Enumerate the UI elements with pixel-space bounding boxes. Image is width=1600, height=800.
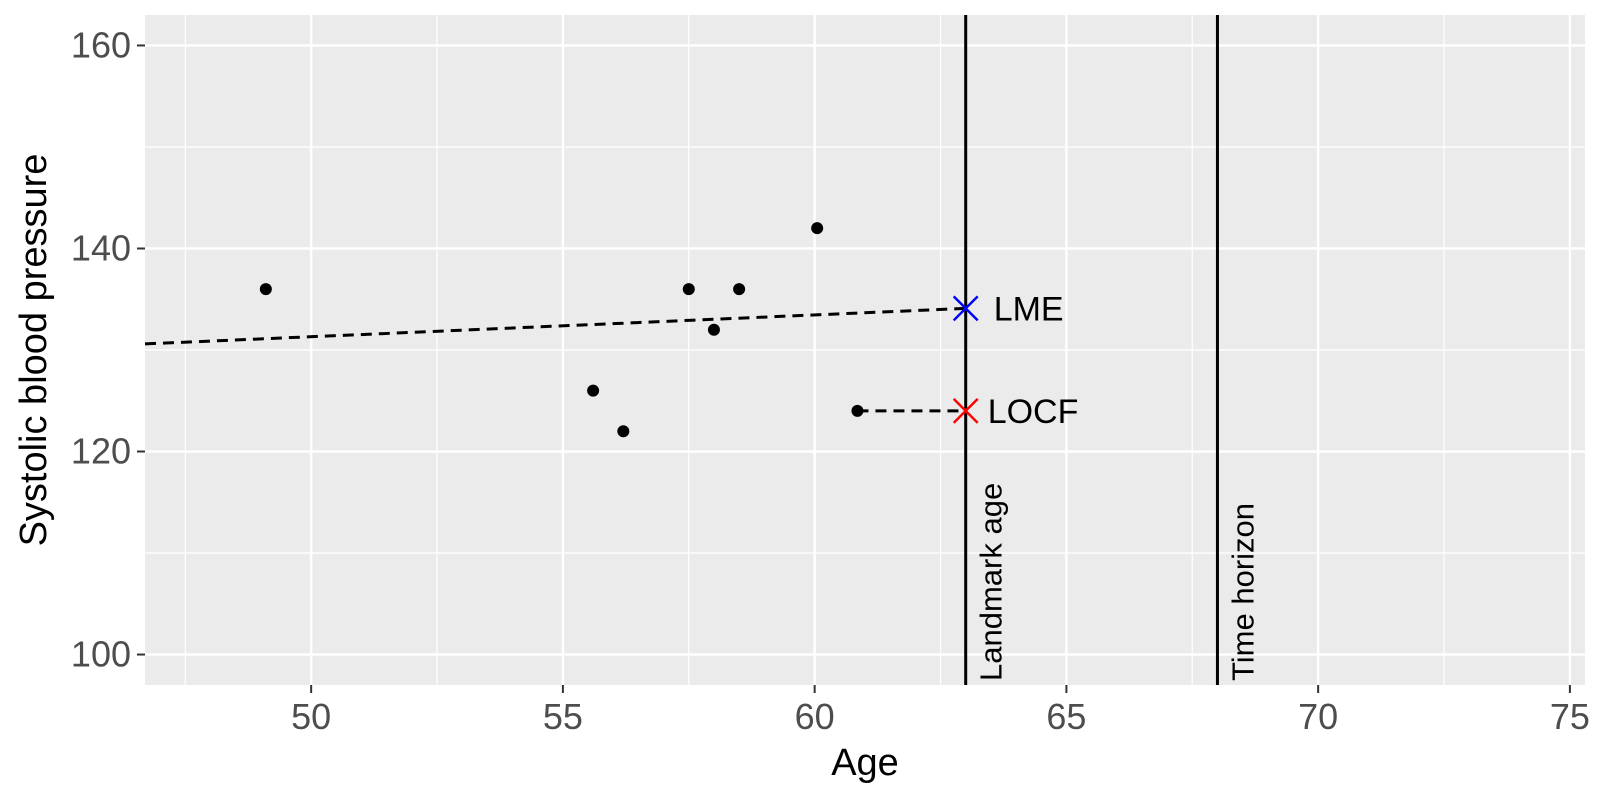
- x-axis-title: Age: [831, 742, 899, 784]
- lme-trend-line: [144, 306, 966, 346]
- marker-stroke: [952, 295, 979, 322]
- x-tick-label: 50: [291, 696, 331, 737]
- x-tick-label: 65: [1046, 696, 1086, 737]
- data-point: [617, 425, 630, 438]
- time-horizon-label: Time horizon: [1225, 503, 1260, 681]
- marker-stroke: [952, 398, 979, 424]
- prediction-markers: LME LOCF: [952, 290, 1079, 431]
- x-tick-label: 55: [543, 696, 583, 737]
- fit-lines: [144, 306, 966, 413]
- x-tick-label: 70: [1298, 696, 1338, 737]
- y-tick-label: 140: [71, 227, 131, 268]
- data-point: [682, 283, 695, 296]
- y-axis-title: Systolic blood pressure: [13, 154, 55, 547]
- reference-lines: Landmark age Time horizon: [964, 15, 1260, 685]
- lme-label: LME: [994, 290, 1064, 328]
- x-tick-label: 60: [795, 696, 835, 737]
- y-tick-label: 160: [71, 24, 131, 65]
- data-points: [259, 222, 864, 438]
- locf-marker: [952, 398, 979, 424]
- y-tick-label: 120: [71, 431, 131, 472]
- data-point: [733, 283, 746, 296]
- lme-marker: [952, 295, 979, 322]
- data-point: [587, 384, 600, 397]
- x-tick-label: 75: [1550, 696, 1590, 737]
- data-point: [707, 323, 720, 336]
- landmark-age-label: Landmark age: [974, 483, 1009, 681]
- y-tick-label: 100: [71, 634, 131, 675]
- data-point: [259, 283, 272, 296]
- tick-labels: 50 55 60 65 70 75 100 120 140 160: [71, 24, 1590, 737]
- data-point: [851, 404, 864, 417]
- grid-major: [145, 15, 1585, 685]
- locf-label: LOCF: [988, 393, 1079, 431]
- data-point: [811, 222, 824, 235]
- grid-minor: [145, 15, 1585, 685]
- axis-ticks: [137, 44, 1571, 693]
